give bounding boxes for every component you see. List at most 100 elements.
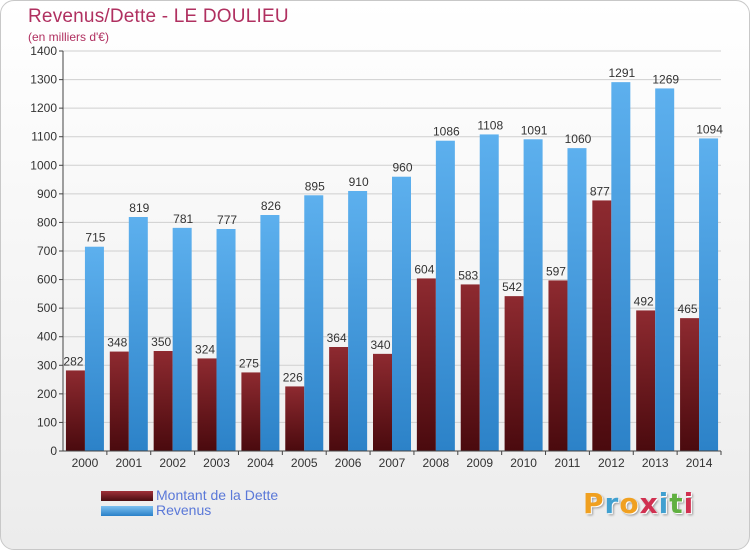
data-label-revenus: 826 [261, 199, 281, 213]
x-tick-label: 2000 [72, 456, 99, 470]
x-tick-label: 2009 [466, 456, 493, 470]
x-tick-label: 2003 [203, 456, 230, 470]
data-label-dette: 542 [502, 280, 522, 294]
bar-revenus [435, 140, 455, 451]
legend-swatch-dette [101, 491, 153, 501]
bar-dette [109, 351, 129, 451]
x-tick-label: 2004 [247, 456, 274, 470]
data-label-dette: 226 [283, 370, 303, 384]
y-tick-label: 700 [37, 244, 57, 258]
data-label-dette: 324 [195, 342, 215, 356]
data-label-dette: 348 [107, 336, 127, 350]
x-tick-label: 2006 [335, 456, 362, 470]
legend-label-revenus: Revenus [156, 502, 212, 518]
bar-dette [373, 353, 392, 451]
chart-title: Revenus/Dette - LE DOULIEU [28, 6, 289, 27]
y-tick-label: 600 [37, 273, 57, 287]
y-tick-label: 400 [37, 330, 57, 344]
bar-revenus [84, 246, 104, 451]
x-tick-label: 2007 [379, 456, 406, 470]
bar-dette [460, 284, 480, 451]
bar-revenus [611, 82, 631, 452]
bar-dette [153, 351, 173, 451]
y-tick-label: 1300 [30, 73, 57, 87]
data-label-revenus: 781 [173, 212, 193, 226]
bar-revenus [655, 88, 675, 451]
bar-revenus [348, 191, 368, 451]
data-label-dette: 597 [546, 264, 566, 278]
data-label-revenus: 1060 [565, 132, 592, 146]
data-label-dette: 877 [590, 184, 610, 198]
brand-letter: P [583, 487, 605, 520]
data-label-dette: 583 [458, 268, 478, 282]
x-tick-label: 2011 [555, 456, 581, 470]
brand-letter: x [639, 487, 659, 520]
x-tick-label: 2002 [159, 456, 186, 470]
data-label-dette: 465 [678, 302, 698, 316]
y-tick-label: 100 [37, 415, 57, 429]
chart-subtitle: (en milliers d'€) [28, 30, 109, 44]
bar-revenus [128, 217, 148, 451]
y-tick-label: 0 [50, 444, 57, 458]
bar-revenus [260, 215, 280, 451]
data-label-revenus: 715 [85, 231, 105, 245]
bar-dette [285, 386, 305, 451]
y-tick-label: 1100 [31, 130, 57, 144]
bar-dette [636, 310, 656, 451]
data-label-dette: 340 [370, 338, 390, 352]
data-label-revenus: 819 [129, 201, 149, 215]
bar-dette [241, 372, 261, 451]
data-label-revenus: 895 [305, 179, 325, 193]
y-tick-label: 1200 [30, 101, 57, 115]
data-label-dette: 282 [63, 354, 83, 368]
y-tick-label: 300 [37, 358, 57, 372]
brand-logo: Proxiti [583, 487, 694, 520]
data-label-dette: 350 [151, 335, 171, 349]
bar-revenus [392, 176, 411, 451]
data-label-revenus: 960 [392, 161, 412, 175]
data-label-revenus: 1291 [608, 66, 635, 80]
x-tick-label: 2008 [423, 456, 450, 470]
legend-label-dette: Montant de la Dette [156, 487, 279, 503]
bar-dette [504, 296, 524, 451]
y-tick-label: 1000 [30, 158, 57, 172]
x-tick-label: 2012 [598, 456, 625, 470]
bar-dette [329, 347, 349, 451]
brand-letter: r [604, 487, 620, 520]
x-tick-label: 2001 [115, 456, 142, 470]
bar-dette [592, 200, 612, 451]
y-tick-label: 500 [37, 301, 57, 315]
data-label-revenus: 1094 [696, 122, 723, 136]
bar-dette [416, 278, 436, 451]
data-label-revenus: 1108 [477, 118, 503, 132]
brand-letter: o [619, 487, 640, 520]
data-label-dette: 364 [327, 331, 347, 345]
brand-letter: t [669, 487, 684, 520]
data-label-revenus: 1086 [433, 125, 460, 139]
data-label-dette: 604 [414, 262, 434, 276]
data-label-revenus: 910 [349, 175, 369, 189]
x-tick-label: 2010 [510, 456, 537, 470]
bar-revenus [479, 134, 499, 451]
data-label-dette: 275 [239, 356, 259, 370]
brand-letter: i [658, 487, 670, 520]
data-label-revenus: 1269 [652, 72, 679, 86]
bar-revenus [567, 148, 587, 451]
brand-letter: i [683, 487, 695, 520]
data-label-revenus: 1091 [521, 123, 548, 137]
bar-revenus [304, 195, 324, 451]
y-tick-label: 900 [37, 187, 57, 201]
data-label-dette: 492 [634, 294, 654, 308]
bar-revenus [172, 227, 192, 451]
bar-revenus [523, 139, 543, 452]
x-tick-label: 2014 [686, 456, 713, 470]
x-tick-label: 2013 [642, 456, 669, 470]
bar-dette [680, 318, 700, 451]
y-tick-label: 800 [37, 215, 57, 229]
legend-swatch-revenus [101, 506, 153, 516]
data-label-revenus: 777 [217, 213, 237, 227]
bar-revenus [216, 229, 236, 451]
bar-dette [548, 280, 568, 451]
